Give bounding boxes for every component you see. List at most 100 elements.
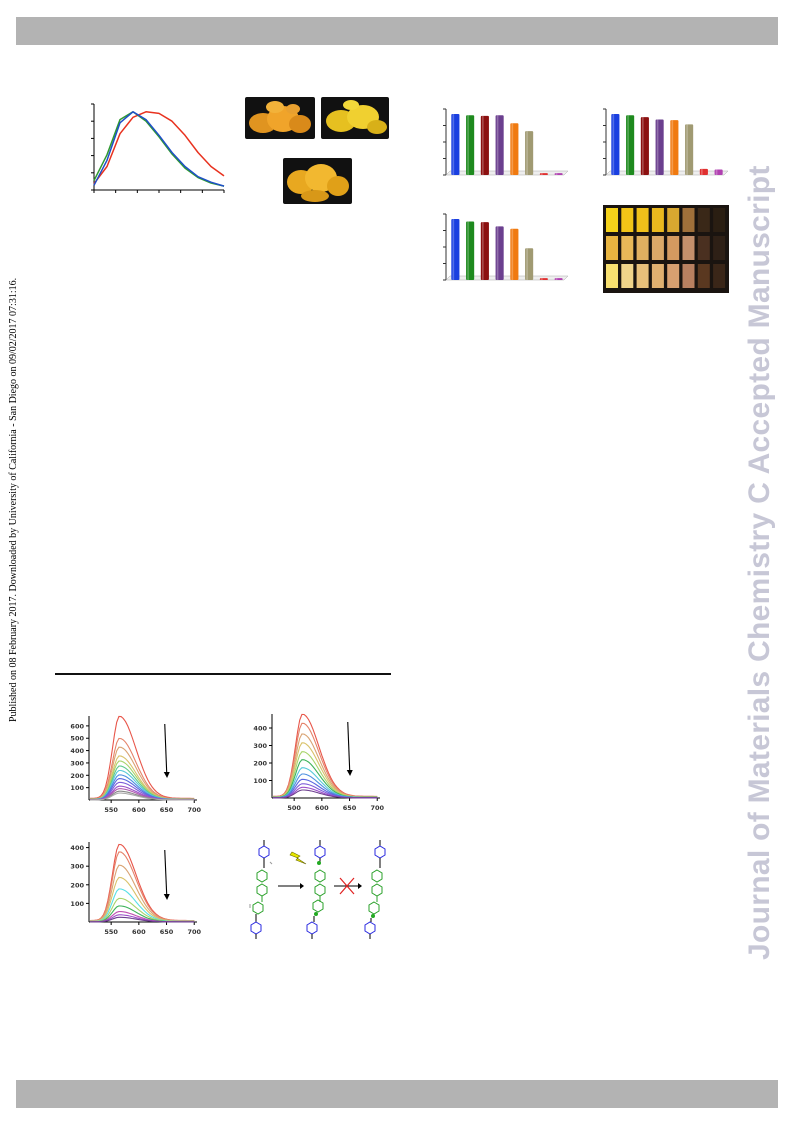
x-tick-label: 650 xyxy=(160,928,174,936)
swatch-cell xyxy=(636,264,649,288)
arrow-head xyxy=(163,894,170,900)
decrease-arrow xyxy=(164,723,168,775)
bar-highlight xyxy=(656,119,659,175)
arrow-head xyxy=(346,770,353,776)
swatch-cell xyxy=(682,264,695,288)
swatch-cell xyxy=(606,208,618,232)
bar-highlight xyxy=(496,226,499,280)
spectrum-curve-10 xyxy=(90,916,195,923)
x-tick-label: 600 xyxy=(315,804,329,812)
swatch-cell xyxy=(621,208,634,232)
swatch-cells xyxy=(606,208,726,288)
swatch-cell xyxy=(667,236,680,260)
spectrum-curve-12 xyxy=(273,789,378,799)
x-tick-label: 650 xyxy=(160,806,174,814)
bar-3 xyxy=(480,222,489,280)
swatch-cell xyxy=(606,264,618,288)
bar-3 xyxy=(640,117,649,175)
bar-highlight xyxy=(627,115,629,175)
x-tick-label: 500 xyxy=(287,804,301,812)
y-tick-label: 100 xyxy=(70,784,84,792)
decrease-arrow xyxy=(164,849,168,897)
swatch-cell xyxy=(636,236,649,260)
bar-highlight xyxy=(496,115,499,175)
bar-6 xyxy=(685,124,694,175)
swatch-cell xyxy=(651,208,664,232)
bar-chart-2 xyxy=(603,108,729,176)
x-tick-label: 700 xyxy=(370,804,384,812)
light-bolt-icon xyxy=(289,851,307,865)
bar-highlight xyxy=(482,115,484,175)
blocked-cross-icon xyxy=(339,877,355,895)
arrow-head xyxy=(163,772,170,778)
y-tick-label: 300 xyxy=(70,759,84,767)
bar-4 xyxy=(495,226,504,280)
y-tick-label: 400 xyxy=(253,725,267,733)
bar-highlight xyxy=(701,168,703,175)
bar-8 xyxy=(554,278,563,280)
x-tick-label: 550 xyxy=(104,806,118,814)
titration-spectra-1-plot: 550 600 650 700 100 200 300 400 500 600 xyxy=(70,715,201,814)
bar-chart-1 xyxy=(443,108,569,176)
bar-7 xyxy=(539,173,548,175)
bar-highlight xyxy=(671,120,674,175)
swatch-cell xyxy=(682,236,695,260)
y-tick-label: 200 xyxy=(70,881,84,889)
swatch-cell xyxy=(621,264,634,288)
swatch-cell xyxy=(713,208,726,232)
molecule-middle xyxy=(306,840,326,939)
bar-highlight xyxy=(511,228,514,280)
y-tick-label: 500 xyxy=(70,735,84,743)
swatch-cell xyxy=(713,264,726,288)
swatch-cell xyxy=(606,236,618,260)
color-swatch-grid xyxy=(603,205,729,293)
y-tick-label: 300 xyxy=(70,863,84,871)
titration-spectra-2-plot: 500 600 650 700 100 200 300 400 xyxy=(253,713,384,812)
swatch-cell xyxy=(697,208,710,232)
bar-3 xyxy=(480,115,489,175)
swatch-cell xyxy=(651,236,664,260)
titration-spectra-3-plot: 550 600 650 700 100 200 300 400 xyxy=(70,842,201,936)
floor xyxy=(605,170,729,176)
bar-highlight xyxy=(452,114,455,175)
bar-5 xyxy=(510,123,519,175)
floor xyxy=(445,170,569,176)
bar-highlight xyxy=(612,114,615,175)
x-tick-label: 700 xyxy=(187,928,201,936)
bar-highlight xyxy=(452,219,455,280)
bar-4 xyxy=(655,119,664,175)
y-tick-label: 200 xyxy=(70,772,84,780)
swatch-cell xyxy=(697,264,710,288)
download-note: Published on 08 February 2017. Downloade… xyxy=(8,277,19,722)
powder-photo-1 xyxy=(245,97,315,139)
bar-6 xyxy=(525,248,534,280)
swatch-cell xyxy=(651,264,664,288)
powder-photo-3 xyxy=(283,158,352,204)
bar-7 xyxy=(699,168,708,175)
footer-bar xyxy=(16,1080,778,1108)
series-line-3 xyxy=(93,111,225,187)
bar-8 xyxy=(714,169,723,175)
swatch-cell xyxy=(713,236,726,260)
y-tick-label: 400 xyxy=(70,747,84,755)
molecule-right xyxy=(364,840,386,939)
bar-4 xyxy=(495,115,504,175)
titration-spectra-1: 550 600 650 700 100 200 300 400 500 600 xyxy=(70,715,201,814)
bar-highlight xyxy=(642,117,644,175)
bar-1 xyxy=(451,114,460,175)
y-tick-label: 300 xyxy=(253,742,267,750)
bar-5 xyxy=(670,120,679,175)
swatch-cell xyxy=(636,208,649,232)
x-tick-label: 700 xyxy=(187,806,201,814)
x-tick-label: 650 xyxy=(343,804,357,812)
bar-highlight xyxy=(686,124,688,175)
swatch-cell xyxy=(667,208,680,232)
bar-highlight xyxy=(482,222,484,280)
bar-highlight xyxy=(715,169,718,175)
chart-a-plot xyxy=(91,103,225,193)
y-tick-label: 100 xyxy=(253,777,267,785)
bar-8 xyxy=(554,173,563,175)
swatch-cell xyxy=(621,236,634,260)
bar-chart-3-plot xyxy=(443,213,569,281)
bar-2 xyxy=(466,115,475,175)
